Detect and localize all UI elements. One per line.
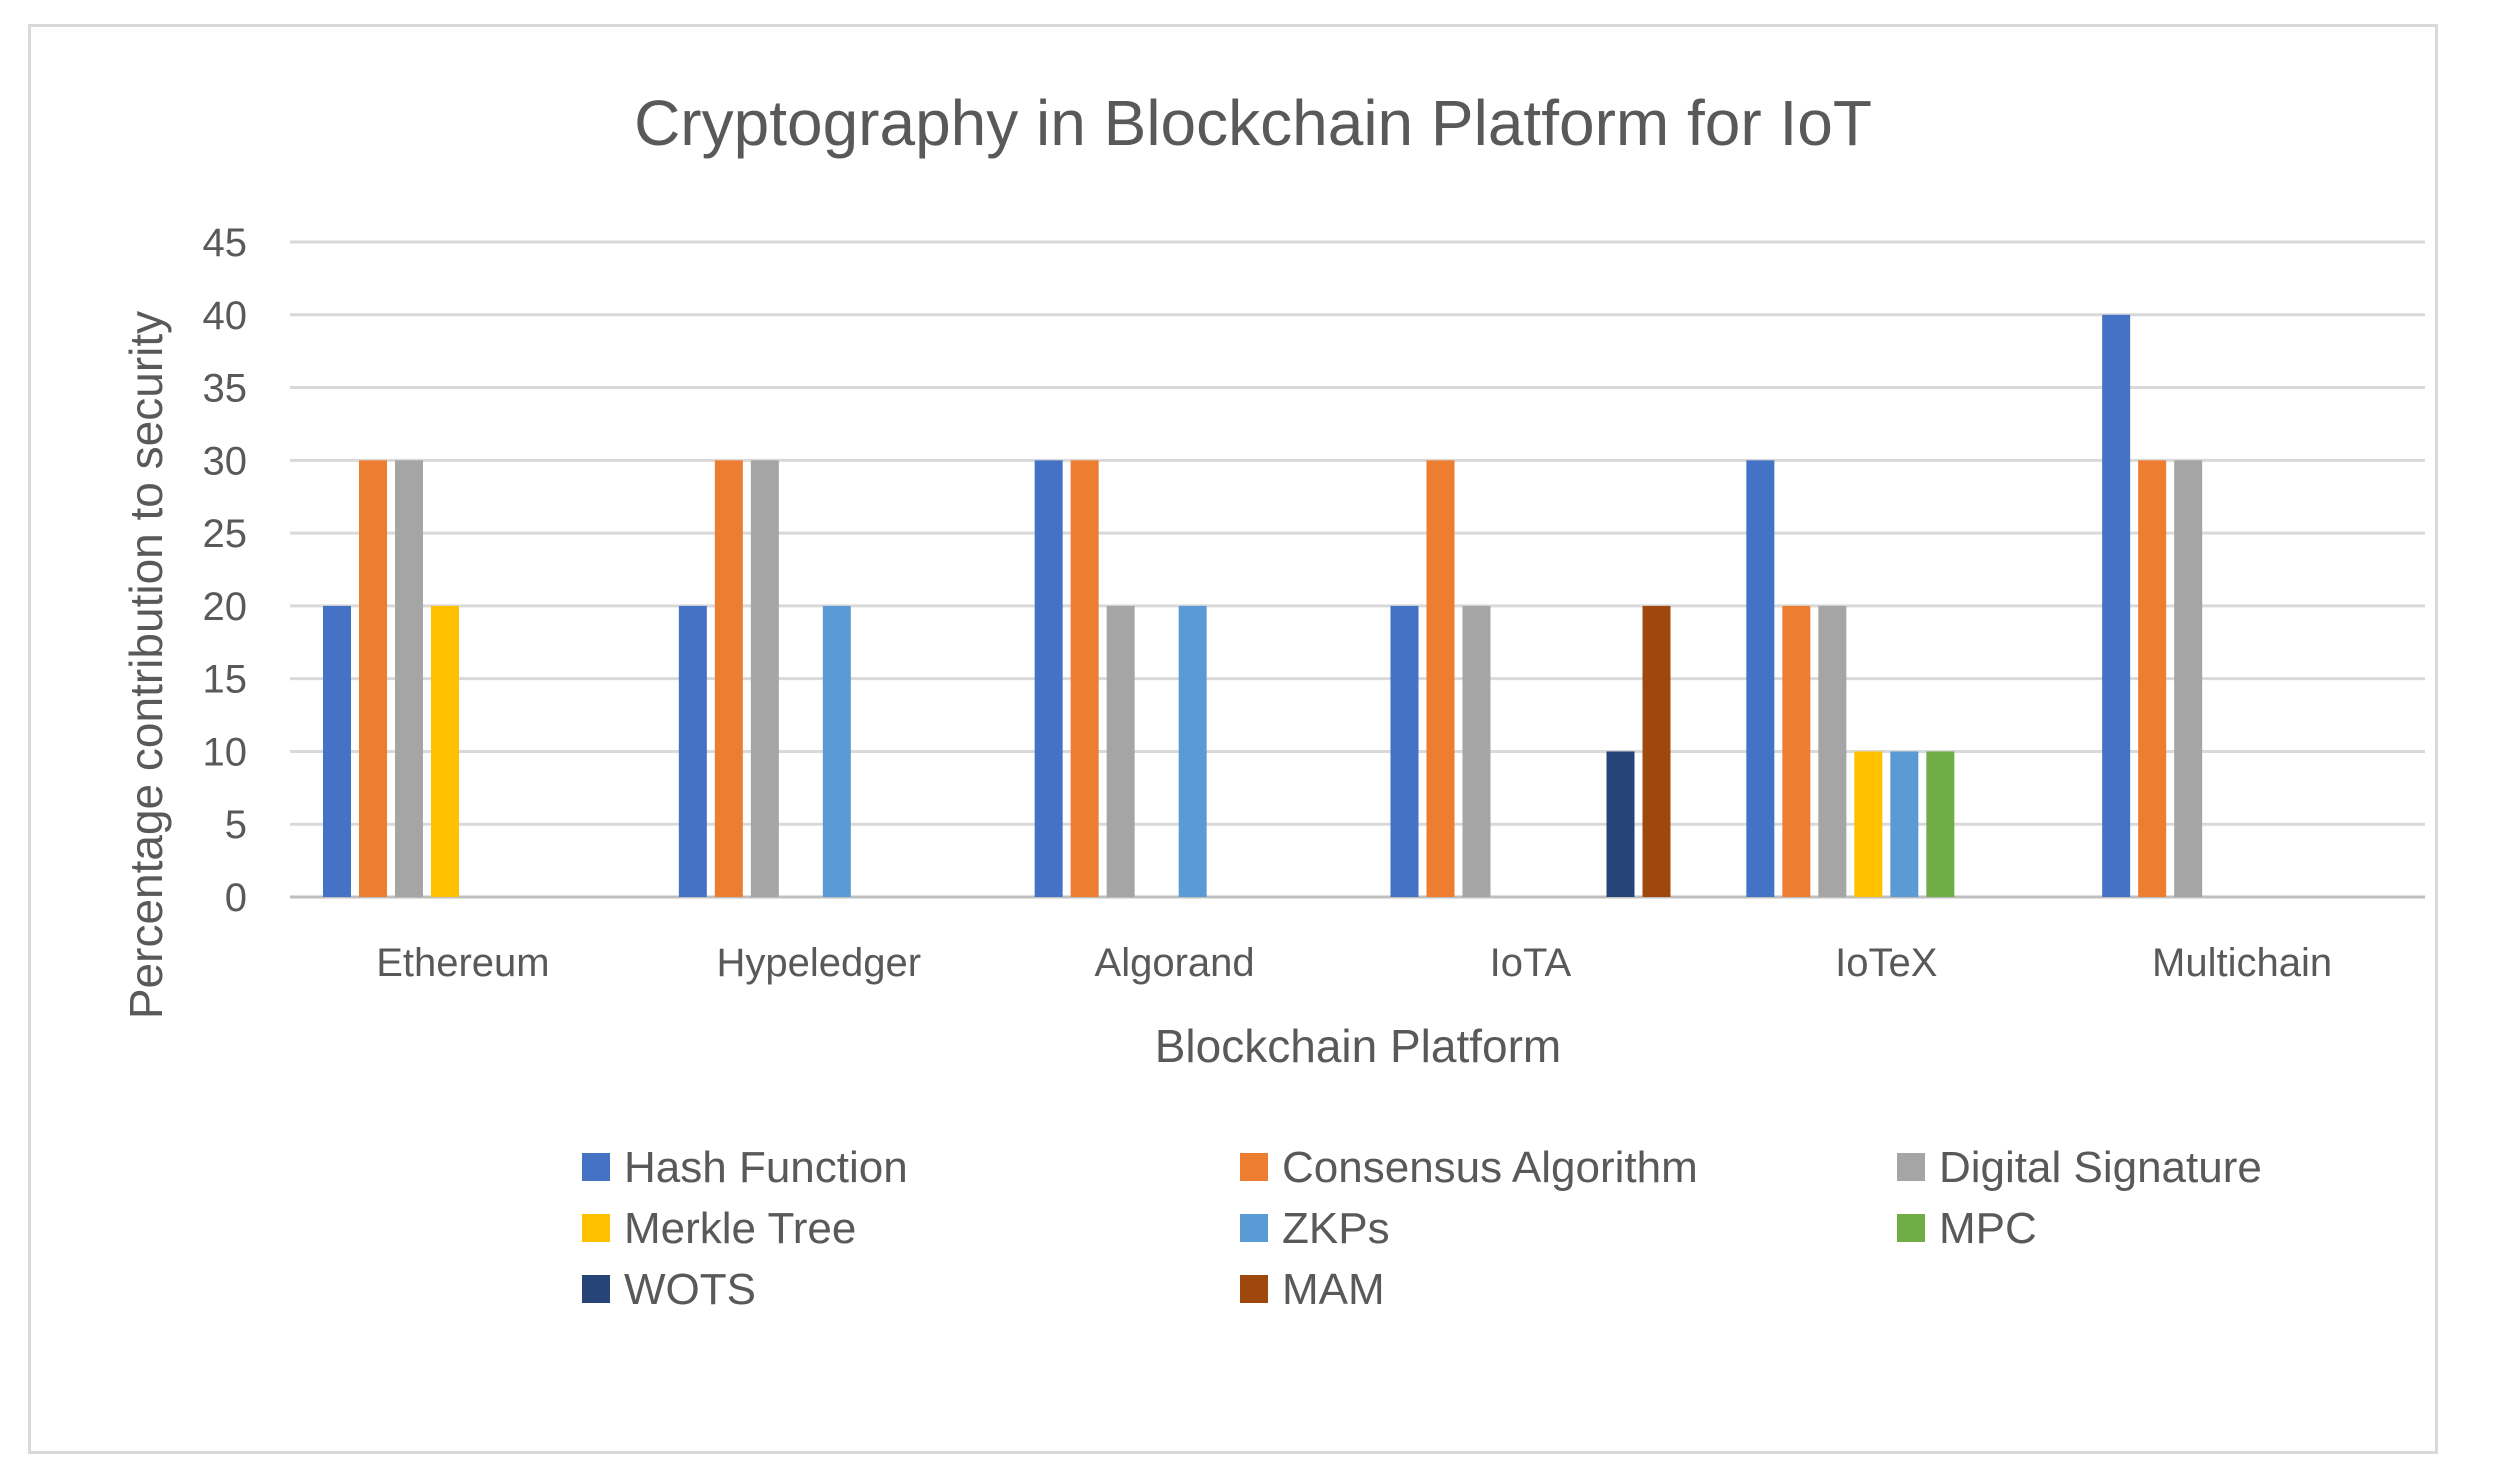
y-tick-label: 10	[203, 730, 248, 774]
y-tick-label: 45	[203, 221, 248, 265]
legend-label: Merkle Tree	[624, 1204, 856, 1253]
y-tick-label: 0	[225, 876, 247, 920]
bar-hash-function-ethereum	[323, 605, 351, 897]
x-tick-label: Hypeledger	[716, 941, 921, 985]
bar-zkps-algorand	[1178, 605, 1207, 897]
legend-swatch	[1897, 1153, 1925, 1181]
bar-hash-function-hypeledger	[678, 605, 707, 897]
y-tick-label: 20	[203, 585, 248, 629]
bar-hash-function-algorand	[1034, 460, 1063, 897]
legend-label: WOTS	[624, 1265, 756, 1314]
chart-title: Cryptography in Blockchain Platform for …	[634, 87, 1872, 159]
bars	[323, 314, 2203, 897]
legend-label: Digital Signature	[1939, 1143, 2262, 1192]
legend-swatch	[1240, 1153, 1268, 1181]
legend-label: Hash Function	[624, 1143, 908, 1192]
y-tick-label: 25	[203, 512, 248, 556]
bar-merkle-tree-ethereum	[431, 605, 459, 897]
bar-wots-iota	[1606, 751, 1635, 897]
x-tick-label: IoTA	[1490, 941, 1572, 985]
bar-consensus-algorithm-algorand	[1070, 460, 1099, 897]
legend-label: ZKPs	[1282, 1204, 1390, 1253]
bar-hash-function-iota	[1390, 605, 1419, 897]
bar-hash-function-multichain	[2102, 314, 2131, 897]
bar-digital-signature-iota	[1462, 605, 1491, 897]
legend-swatch	[582, 1214, 610, 1242]
y-tick-label: 5	[225, 803, 247, 847]
y-tick-label: 40	[203, 294, 248, 338]
gridlines	[290, 240, 2425, 899]
legend-label: Consensus Algorithm	[1282, 1143, 1698, 1192]
x-tick-label: Algorand	[1095, 941, 1255, 985]
bar-digital-signature-multichain	[2174, 460, 2203, 897]
legend-label: MPC	[1939, 1204, 2037, 1253]
bar-merkle-tree-iotex	[1854, 751, 1883, 897]
bar-consensus-algorithm-multichain	[2138, 460, 2167, 897]
legend-label: MAM	[1282, 1265, 1385, 1314]
x-axis-ticks: Ethereum Hypeledger Algorand IoTA IoTeX Multi…	[376, 941, 2332, 985]
y-tick-label: 35	[203, 367, 248, 411]
bar-digital-signature-ethereum	[395, 460, 423, 897]
legend-swatch	[1240, 1214, 1268, 1242]
bar-digital-signature-iotex	[1818, 605, 1847, 897]
x-tick-label: Multichain	[2152, 941, 2332, 985]
bar-consensus-algorithm-ethereum	[359, 460, 387, 897]
x-tick-label: Ethereum	[376, 941, 549, 985]
legend-swatch	[1240, 1275, 1268, 1303]
legend-swatch	[582, 1275, 610, 1303]
bar-digital-signature-hypeledger	[750, 460, 779, 897]
legend: Hash Function Consensus Algorithm Digital …	[582, 1143, 2262, 1314]
legend-swatch	[582, 1153, 610, 1181]
bar-zkps-hypeledger	[822, 605, 851, 897]
y-tick-label: 15	[203, 658, 248, 702]
legend-swatch	[1897, 1214, 1925, 1242]
bar-zkps-iotex	[1890, 751, 1919, 897]
bar-consensus-algorithm-iotex	[1782, 605, 1811, 897]
chart-frame	[28, 24, 2438, 1454]
x-tick-label: IoTeX	[1835, 941, 1937, 985]
bar-consensus-algorithm-hypeledger	[714, 460, 743, 897]
y-axis-label: Percentage contribution to security	[120, 311, 172, 1019]
y-axis-ticks: 0 5 10 15 20 25 30 35 40 45	[203, 221, 248, 920]
y-tick-label: 30	[203, 439, 248, 483]
bar-digital-signature-algorand	[1106, 605, 1135, 897]
bar-mam-iota	[1642, 605, 1671, 897]
bar-consensus-algorithm-iota	[1426, 460, 1455, 897]
x-axis-label: Blockchain Platform	[1155, 1020, 1562, 1072]
bar-mpc-iotex	[1926, 751, 1955, 897]
bar-hash-function-iotex	[1746, 460, 1775, 897]
